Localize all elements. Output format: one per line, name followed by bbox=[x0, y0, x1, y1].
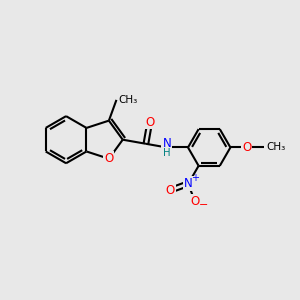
Text: −: − bbox=[198, 200, 208, 210]
Text: O: O bbox=[190, 195, 200, 208]
Text: H: H bbox=[163, 148, 171, 158]
Text: O: O bbox=[104, 152, 113, 165]
Text: CH₃: CH₃ bbox=[267, 142, 286, 152]
Text: N: N bbox=[162, 136, 171, 149]
Text: O: O bbox=[145, 116, 154, 128]
Text: O: O bbox=[242, 141, 251, 154]
Text: +: + bbox=[191, 173, 199, 183]
Text: N: N bbox=[184, 177, 193, 190]
Text: O: O bbox=[166, 184, 175, 197]
Text: CH₃: CH₃ bbox=[119, 95, 138, 105]
